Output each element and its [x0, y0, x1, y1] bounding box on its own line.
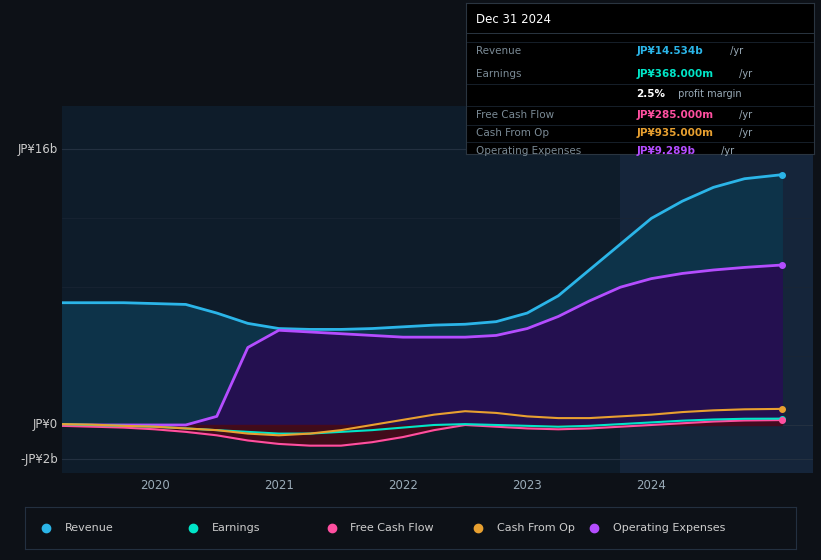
Bar	[621, 106, 813, 473]
Text: Earnings: Earnings	[476, 69, 521, 79]
Text: /yr: /yr	[727, 46, 743, 56]
Text: Free Cash Flow: Free Cash Flow	[476, 110, 554, 120]
Text: JP¥285.000m: JP¥285.000m	[636, 110, 713, 120]
Text: 2.5%: 2.5%	[636, 88, 666, 99]
Text: JP¥9.289b: JP¥9.289b	[636, 146, 695, 156]
Text: Revenue: Revenue	[65, 523, 113, 533]
Text: JP¥14.534b: JP¥14.534b	[636, 46, 704, 56]
Text: Revenue: Revenue	[476, 46, 521, 56]
Text: -JP¥2b: -JP¥2b	[20, 453, 57, 466]
Text: /yr: /yr	[736, 69, 752, 79]
Text: /yr: /yr	[736, 128, 752, 138]
Text: Cash From Op: Cash From Op	[497, 523, 575, 533]
Text: JP¥16b: JP¥16b	[17, 143, 57, 156]
Text: Operating Expenses: Operating Expenses	[476, 146, 581, 156]
Text: JP¥0: JP¥0	[33, 418, 57, 432]
Text: Operating Expenses: Operating Expenses	[612, 523, 725, 533]
Text: /yr: /yr	[736, 110, 752, 120]
Text: JP¥935.000m: JP¥935.000m	[636, 128, 713, 138]
Text: Earnings: Earnings	[211, 523, 260, 533]
Text: Dec 31 2024: Dec 31 2024	[476, 13, 551, 26]
Text: /yr: /yr	[718, 146, 735, 156]
Text: JP¥368.000m: JP¥368.000m	[636, 69, 713, 79]
Text: profit margin: profit margin	[675, 88, 741, 99]
Text: Cash From Op: Cash From Op	[476, 128, 549, 138]
Text: Free Cash Flow: Free Cash Flow	[351, 523, 434, 533]
